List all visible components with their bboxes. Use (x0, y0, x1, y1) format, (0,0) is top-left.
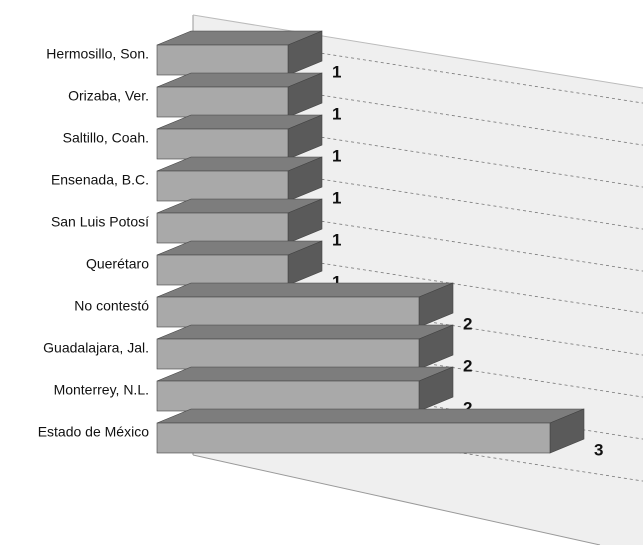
guide-line (190, 116, 643, 188)
bar-front (156, 380, 420, 412)
bar-top (156, 324, 454, 340)
value-label: 1 (332, 230, 341, 249)
bar (156, 72, 323, 118)
guide-line (190, 200, 643, 272)
bar-front (156, 296, 420, 328)
bar (156, 324, 454, 370)
bar-front (156, 86, 289, 118)
category-label: Monterrey, N.L. (54, 382, 149, 398)
value-label: 1 (332, 146, 341, 165)
bar (156, 198, 323, 244)
guide-line (190, 242, 643, 314)
floor-edge (192, 454, 601, 545)
category-label: Querétaro (86, 256, 149, 272)
category-label: Ensenada, B.C. (51, 172, 149, 188)
category-label: Estado de México (38, 424, 149, 440)
value-label: 1 (332, 62, 341, 81)
bar-top (156, 408, 585, 424)
category-label: Hermosillo, Son. (46, 46, 149, 62)
guide-line (190, 32, 643, 104)
category-label: Guadalajara, Jal. (43, 340, 149, 356)
bar-front (156, 44, 289, 76)
guide-line (190, 74, 643, 146)
bar-front (156, 212, 289, 244)
bar-top (156, 366, 454, 382)
bar (156, 408, 585, 454)
bar-top (156, 282, 454, 298)
value-label: 2 (463, 314, 472, 333)
top-edge (192, 14, 643, 89)
bar (156, 240, 323, 286)
value-label: 2 (463, 356, 472, 375)
bar (156, 30, 323, 76)
bar-front (156, 254, 289, 286)
category-label: San Luis Potosí (51, 214, 149, 230)
bar (156, 156, 323, 202)
bar (156, 114, 323, 160)
bar-front (156, 170, 289, 202)
category-label: Orizaba, Ver. (68, 88, 149, 104)
value-label: 2 (463, 398, 472, 417)
value-label: 1 (332, 104, 341, 123)
bar-front (156, 422, 551, 454)
bar (156, 366, 454, 412)
bar-front (156, 128, 289, 160)
value-label: 1 (332, 188, 341, 207)
bar (156, 282, 454, 328)
bar-front (156, 338, 420, 370)
category-label: No contestó (74, 298, 149, 314)
category-label: Saltillo, Coah. (63, 130, 149, 146)
value-label: 1 (332, 272, 341, 291)
value-label: 3 (594, 440, 603, 459)
guide-line (190, 158, 643, 230)
